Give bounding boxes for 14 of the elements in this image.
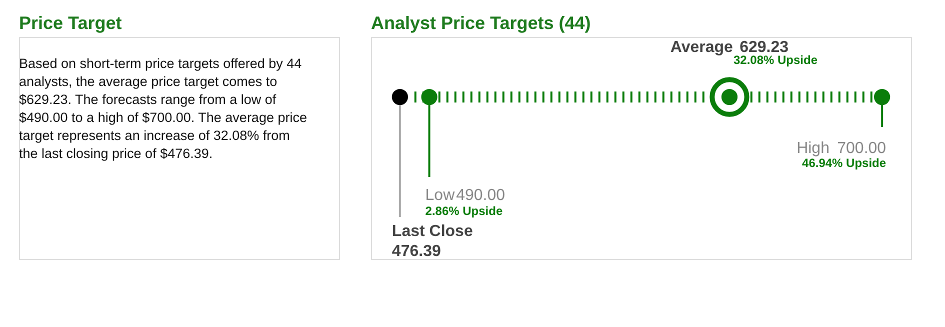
- data-label: 476.39: [392, 243, 441, 260]
- text: Price Target: [19, 13, 122, 33]
- category-label: Low: [425, 187, 456, 204]
- text: 46.94% Upside: [802, 156, 886, 170]
- category-label: Last Close: [392, 223, 473, 240]
- data-label: 629.23: [740, 39, 789, 56]
- text: 2.86% Upside: [425, 204, 503, 218]
- category-label: Average: [670, 39, 734, 56]
- data-label: 490.00: [456, 187, 506, 204]
- text: Analyst Price Targets (44): [371, 13, 591, 33]
- text: Based on short-term price targets offered by 44 analysts, the average price target comes to $629.23. The forecasts range from a low of $490.00 to a high of $700.00. The average price target represents an increase of 32.08% from the last closing price of $476.39.: [19, 56, 307, 161]
- text: 32.08% Upside: [733, 53, 818, 67]
- data-label: 700.00: [837, 140, 886, 157]
- category-label: High: [796, 140, 830, 157]
